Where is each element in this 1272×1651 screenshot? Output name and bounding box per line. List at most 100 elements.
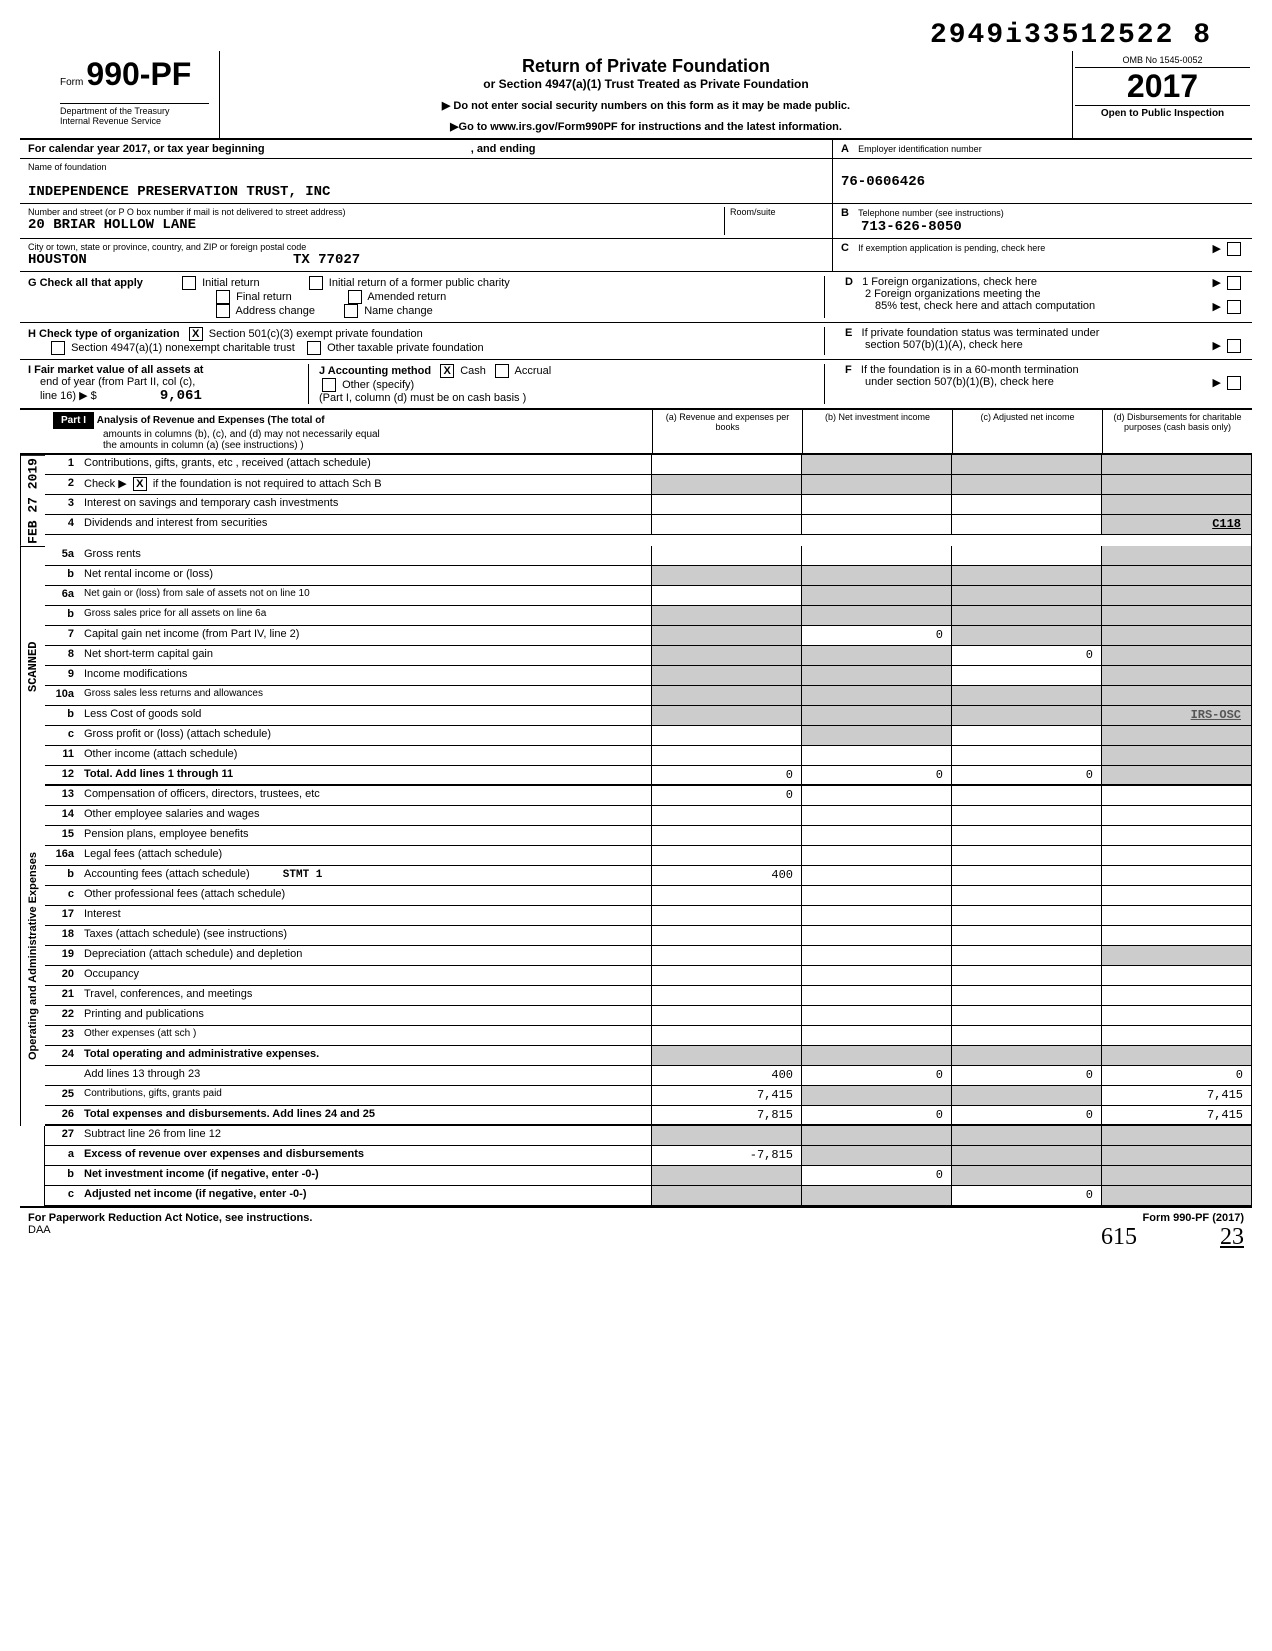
checkbox-schb[interactable]: X <box>133 477 147 491</box>
fmv-value[interactable]: 9,061 <box>100 388 202 404</box>
checkbox-d2[interactable] <box>1227 300 1241 314</box>
l18-d[interactable] <box>1101 926 1251 945</box>
l21-c[interactable] <box>951 986 1101 1005</box>
l22-d[interactable] <box>1101 1006 1251 1025</box>
l4-a[interactable] <box>651 515 801 534</box>
l15-d[interactable] <box>1101 826 1251 845</box>
l14-a[interactable] <box>651 806 801 825</box>
l10c-c[interactable] <box>951 726 1101 745</box>
l4-b[interactable] <box>801 515 951 534</box>
l20-b[interactable] <box>801 966 951 985</box>
l26-d[interactable]: 7,415 <box>1101 1106 1251 1124</box>
l15-c[interactable] <box>951 826 1101 845</box>
l24-a[interactable]: 400 <box>651 1066 801 1085</box>
checkbox-accrual[interactable] <box>495 364 509 378</box>
l16b-c[interactable] <box>951 866 1101 885</box>
l16a-a[interactable] <box>651 846 801 865</box>
l11-a[interactable] <box>651 746 801 765</box>
l12-a[interactable]: 0 <box>651 766 801 784</box>
l13-d[interactable] <box>1101 786 1251 805</box>
checkbox-e[interactable] <box>1227 339 1241 353</box>
l27c-c[interactable]: 0 <box>951 1186 1101 1205</box>
l3-c[interactable] <box>951 495 1101 514</box>
checkbox-amended[interactable] <box>348 290 362 304</box>
checkbox-cash[interactable]: X <box>440 364 454 378</box>
l7-b[interactable]: 0 <box>801 626 951 645</box>
l5a-b[interactable] <box>801 546 951 565</box>
l18-c[interactable] <box>951 926 1101 945</box>
l5a-a[interactable] <box>651 546 801 565</box>
foundation-state-zip[interactable]: TX 77027 <box>293 252 360 268</box>
l17-b[interactable] <box>801 906 951 925</box>
l16a-b[interactable] <box>801 846 951 865</box>
l19-a[interactable] <box>651 946 801 965</box>
l10c-a[interactable] <box>651 726 801 745</box>
l16b-b[interactable] <box>801 866 951 885</box>
l21-d[interactable] <box>1101 986 1251 1005</box>
l23-d[interactable] <box>1101 1026 1251 1045</box>
l18-a[interactable] <box>651 926 801 945</box>
l22-a[interactable] <box>651 1006 801 1025</box>
l26-a[interactable]: 7,815 <box>651 1106 801 1124</box>
l23-c[interactable] <box>951 1026 1101 1045</box>
l16c-d[interactable] <box>1101 886 1251 905</box>
l27b-b[interactable]: 0 <box>801 1166 951 1185</box>
l3-a[interactable] <box>651 495 801 514</box>
checkbox-4947[interactable] <box>51 341 65 355</box>
l14-d[interactable] <box>1101 806 1251 825</box>
checkbox-final[interactable] <box>216 290 230 304</box>
l16a-c[interactable] <box>951 846 1101 865</box>
l13-b[interactable] <box>801 786 951 805</box>
l24-b[interactable]: 0 <box>801 1066 951 1085</box>
l3-b[interactable] <box>801 495 951 514</box>
l15-a[interactable] <box>651 826 801 845</box>
l20-c[interactable] <box>951 966 1101 985</box>
l16c-a[interactable] <box>651 886 801 905</box>
checkbox-address[interactable] <box>216 304 230 318</box>
checkbox-initial[interactable] <box>182 276 196 290</box>
l25-a[interactable]: 7,415 <box>651 1086 801 1105</box>
l17-a[interactable] <box>651 906 801 925</box>
l21-b[interactable] <box>801 986 951 1005</box>
l24-c[interactable]: 0 <box>951 1066 1101 1085</box>
l13-c[interactable] <box>951 786 1101 805</box>
l23-a[interactable] <box>651 1026 801 1045</box>
ein-value[interactable]: 76-0606426 <box>841 174 1244 190</box>
phone-value[interactable]: 713-626-8050 <box>841 219 1244 235</box>
l4-c[interactable] <box>951 515 1101 534</box>
l18-b[interactable] <box>801 926 951 945</box>
l16a-d[interactable] <box>1101 846 1251 865</box>
l17-d[interactable] <box>1101 906 1251 925</box>
l12-b[interactable]: 0 <box>801 766 951 784</box>
checkbox-other-tax[interactable] <box>307 341 321 355</box>
l22-b[interactable] <box>801 1006 951 1025</box>
l22-c[interactable] <box>951 1006 1101 1025</box>
checkbox-name[interactable] <box>344 304 358 318</box>
l12-c[interactable]: 0 <box>951 766 1101 784</box>
l16b-d[interactable] <box>1101 866 1251 885</box>
l13-a[interactable]: 0 <box>651 786 801 805</box>
l20-d[interactable] <box>1101 966 1251 985</box>
l11-b[interactable] <box>801 746 951 765</box>
l23-b[interactable] <box>801 1026 951 1045</box>
l15-b[interactable] <box>801 826 951 845</box>
l17-c[interactable] <box>951 906 1101 925</box>
l21-a[interactable] <box>651 986 801 1005</box>
l24-d[interactable]: 0 <box>1101 1066 1251 1085</box>
l14-b[interactable] <box>801 806 951 825</box>
l5a-c[interactable] <box>951 546 1101 565</box>
l20-a[interactable] <box>651 966 801 985</box>
foundation-city[interactable]: HOUSTON <box>28 252 87 268</box>
l11-c[interactable] <box>951 746 1101 765</box>
l1-a[interactable] <box>651 455 801 474</box>
l19-b[interactable] <box>801 946 951 965</box>
l9-c[interactable] <box>951 666 1101 685</box>
l16b-a[interactable]: 400 <box>651 866 801 885</box>
l14-c[interactable] <box>951 806 1101 825</box>
l8-c[interactable]: 0 <box>951 646 1101 665</box>
l26-b[interactable]: 0 <box>801 1106 951 1124</box>
checkbox-other-method[interactable] <box>322 378 336 392</box>
l16c-b[interactable] <box>801 886 951 905</box>
checkbox-c[interactable] <box>1227 242 1241 256</box>
foundation-name[interactable]: INDEPENDENCE PRESERVATION TRUST, INC <box>28 184 824 200</box>
